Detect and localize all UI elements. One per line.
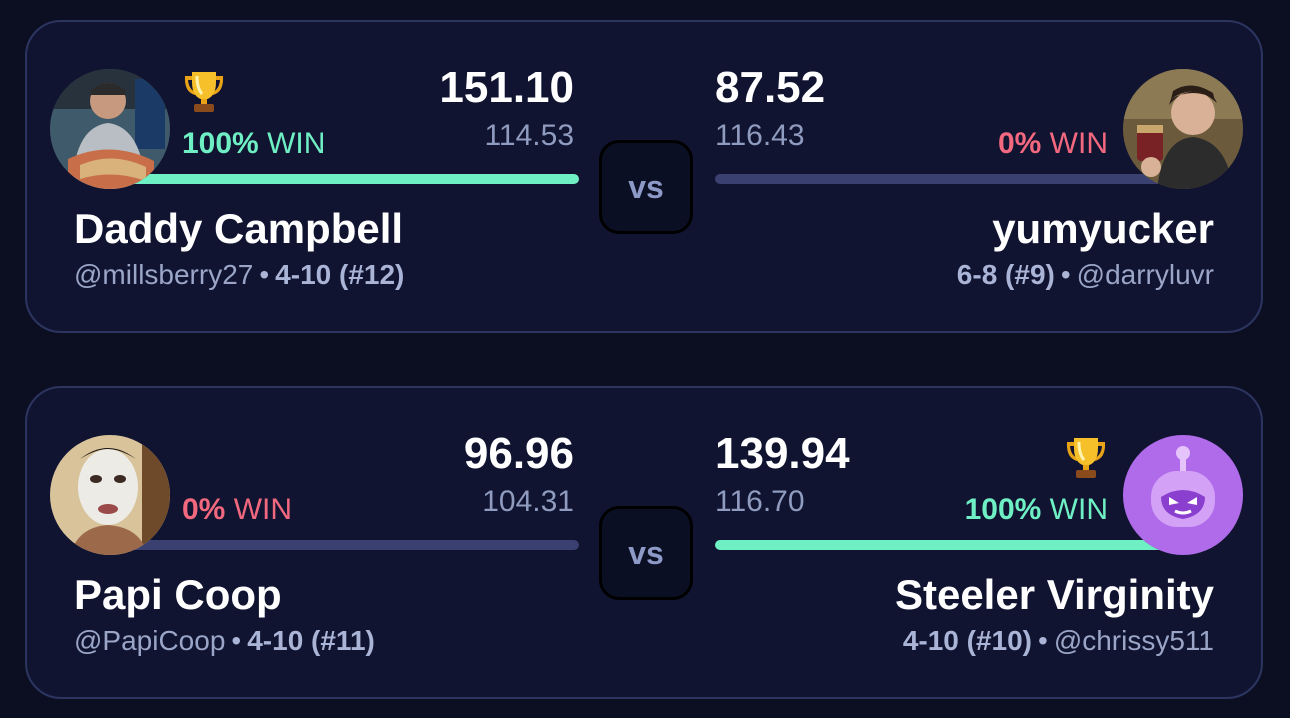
user-handle[interactable]: @millsberry27 [74, 259, 254, 290]
team-meta: 6-8 (#9) • @darryluvr [956, 259, 1214, 290]
avatar[interactable] [50, 69, 170, 189]
vs-badge: vs [599, 506, 693, 600]
team-record: 4-10 (#12) [275, 259, 405, 290]
win-percentage: 0% WIN [997, 127, 1108, 160]
user-handle[interactable]: @darryluvr [1076, 259, 1214, 290]
team-meta: 4-10 (#10) • @chrissy511 [902, 625, 1214, 656]
projected-score: 114.53 [484, 119, 574, 152]
win-probability-bar-left [102, 540, 579, 550]
avatar[interactable] [50, 435, 170, 555]
matchup-card[interactable]: 100% WIN 151.10 114.53 vs 87.52 116.43 0… [25, 20, 1263, 333]
win-percentage: 0% WIN [182, 493, 293, 526]
matchup-card[interactable]: 0% WIN 96.96 104.31 vs 139.94 116.70 100… [25, 386, 1263, 699]
team-record: 4-10 (#11) [247, 625, 375, 656]
avatar[interactable] [1123, 69, 1243, 189]
team-name[interactable]: yumyucker [992, 205, 1214, 252]
trophy-icon [184, 72, 224, 112]
vs-badge: vs [599, 140, 693, 234]
team-score: 87.52 [715, 63, 826, 112]
team-score: 151.10 [439, 63, 574, 112]
win-percentage: 100% WIN [964, 493, 1108, 526]
projected-score: 116.70 [715, 485, 805, 518]
team-score: 96.96 [463, 429, 574, 478]
user-handle[interactable]: @chrissy511 [1053, 625, 1214, 656]
win-percentage: 100% WIN [182, 127, 326, 160]
team-record: 6-8 (#9) [956, 259, 1055, 290]
projected-score: 116.43 [715, 119, 805, 152]
win-probability-bar-right [715, 540, 1185, 550]
team-name[interactable]: Steeler Virginity [894, 571, 1214, 618]
win-probability-bar-right [715, 174, 1185, 184]
team-name[interactable]: Daddy Campbell [74, 205, 404, 252]
projected-score: 104.31 [482, 485, 574, 518]
team-record: 4-10 (#10) [902, 625, 1032, 656]
team-score: 139.94 [715, 429, 850, 478]
team-meta: @PapiCoop • 4-10 (#11) [74, 625, 375, 656]
robot-avatar-icon[interactable] [1123, 435, 1243, 555]
team-meta: @millsberry27 • 4-10 (#12) [74, 259, 405, 290]
trophy-icon [1066, 438, 1106, 478]
win-probability-bar-left [102, 174, 579, 184]
team-name[interactable]: Papi Coop [74, 571, 282, 618]
user-handle[interactable]: @PapiCoop [74, 625, 226, 656]
